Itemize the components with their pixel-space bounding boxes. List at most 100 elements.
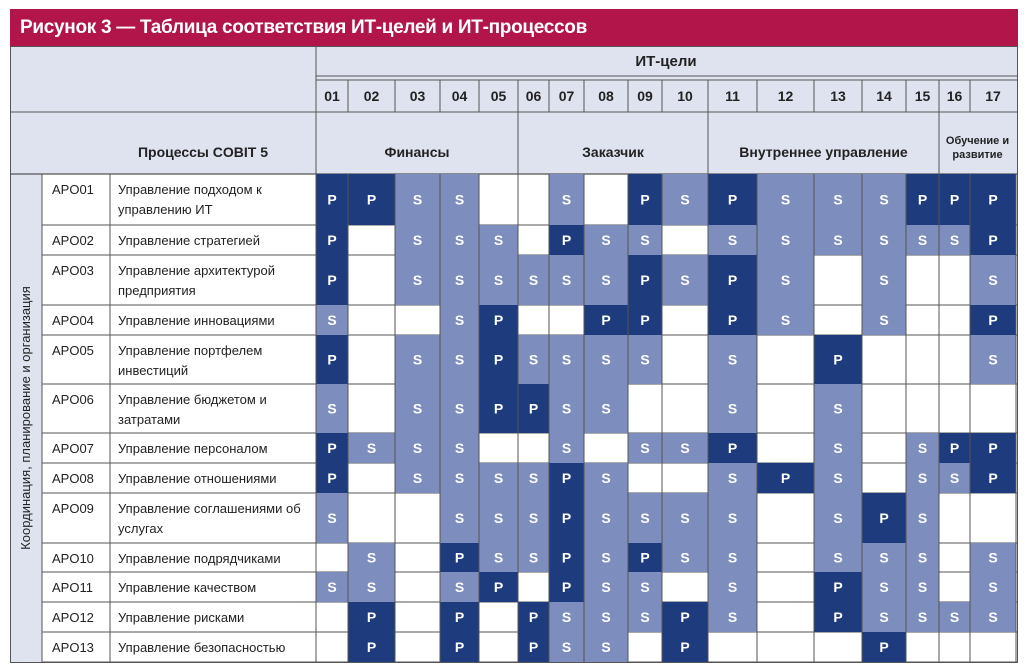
secondary-cell [348, 543, 395, 572]
cell-value: S [640, 440, 649, 456]
secondary-cell [549, 433, 584, 463]
process-name: Управление рисками [118, 610, 244, 625]
secondary-cell [584, 463, 628, 493]
cell-value: S [494, 470, 503, 486]
secondary-cell [584, 255, 628, 305]
secondary-cell [440, 463, 479, 493]
process-name: Управление качеством [118, 580, 256, 595]
cell-value: P [640, 312, 649, 328]
primary-cell [440, 632, 479, 662]
secondary-cell [549, 632, 584, 662]
primary-cell [939, 433, 970, 463]
cell-value: S [413, 470, 422, 486]
cell-value: S [728, 579, 737, 595]
cell-value: S [728, 401, 737, 417]
primary-cell [348, 174, 395, 225]
cell-value: P [640, 272, 649, 288]
goal-number: 07 [559, 88, 575, 104]
cell-value: S [918, 470, 927, 486]
cell-value: P [562, 579, 571, 595]
cell-value: S [455, 401, 464, 417]
primary-cell [970, 433, 1016, 463]
cell-value: S [833, 401, 842, 417]
secondary-cell [584, 632, 628, 662]
goal-number: 06 [526, 88, 542, 104]
secondary-cell [440, 174, 479, 225]
secondary-cell [862, 174, 906, 225]
goal-number: 08 [598, 88, 614, 104]
cell-value: S [327, 312, 336, 328]
cell-value: S [680, 192, 689, 208]
secondary-cell [395, 255, 440, 305]
cell-value: P [327, 470, 336, 486]
secondary-cell [549, 384, 584, 433]
cell-value: P [918, 192, 927, 208]
cell-value: P [833, 609, 842, 625]
secondary-cell [862, 572, 906, 602]
process-code: APO12 [52, 610, 94, 625]
primary-cell [348, 632, 395, 662]
cell-value: S [494, 550, 503, 566]
cell-value: P [988, 470, 997, 486]
cell-value: S [988, 550, 997, 566]
cell-value: P [562, 550, 571, 566]
primary-cell [316, 433, 348, 463]
cell-value: S [601, 550, 610, 566]
primary-cell [970, 305, 1016, 335]
cell-value: S [529, 510, 538, 526]
secondary-cell [584, 572, 628, 602]
goal-group-label-line1: Обучение и [946, 135, 1009, 147]
secondary-cell [757, 225, 814, 255]
primary-cell [628, 305, 662, 335]
process-code: APO08 [52, 471, 94, 486]
cell-value: S [988, 352, 997, 368]
cell-value: S [367, 440, 376, 456]
cell-value: S [413, 192, 422, 208]
cell-value: S [601, 232, 610, 248]
primary-cell [757, 463, 814, 493]
cell-value: S [327, 579, 336, 595]
primary-cell [970, 174, 1016, 225]
primary-cell [584, 305, 628, 335]
secondary-cell [814, 174, 862, 225]
goal-number: 05 [491, 88, 507, 104]
cell-value: P [833, 579, 842, 595]
secondary-cell [814, 225, 862, 255]
cell-value: S [833, 470, 842, 486]
cell-value: P [494, 312, 503, 328]
cell-value: P [562, 232, 571, 248]
cell-value: S [562, 401, 571, 417]
goal-number: 09 [637, 88, 653, 104]
secondary-cell [628, 493, 662, 543]
process-name: предприятия [118, 283, 196, 298]
cell-value: S [680, 550, 689, 566]
cell-value: P [529, 639, 538, 655]
secondary-cell [479, 225, 518, 255]
cell-value: S [562, 352, 571, 368]
primary-cell [549, 493, 584, 543]
secondary-cell [549, 335, 584, 384]
goal-number: 02 [364, 88, 380, 104]
primary-cell [628, 255, 662, 305]
secondary-cell [708, 384, 757, 433]
secondary-cell [628, 225, 662, 255]
secondary-cell [662, 433, 708, 463]
primary-cell [662, 632, 708, 662]
secondary-cell [662, 543, 708, 572]
secondary-cell [814, 384, 862, 433]
goal-number: 13 [830, 88, 846, 104]
goal-number: 17 [985, 88, 1001, 104]
secondary-cell [708, 572, 757, 602]
process-name: Управление бюджетом и [118, 392, 267, 407]
process-name: Управление соглашениями об [118, 501, 301, 516]
primary-cell [316, 255, 348, 305]
primary-cell [479, 384, 518, 433]
primary-cell [348, 602, 395, 632]
primary-cell [862, 493, 906, 543]
cell-value: S [918, 579, 927, 595]
cell-value: S [879, 232, 888, 248]
secondary-cell [628, 433, 662, 463]
cell-value: S [640, 510, 649, 526]
cell-value: S [601, 510, 610, 526]
secondary-cell [440, 433, 479, 463]
